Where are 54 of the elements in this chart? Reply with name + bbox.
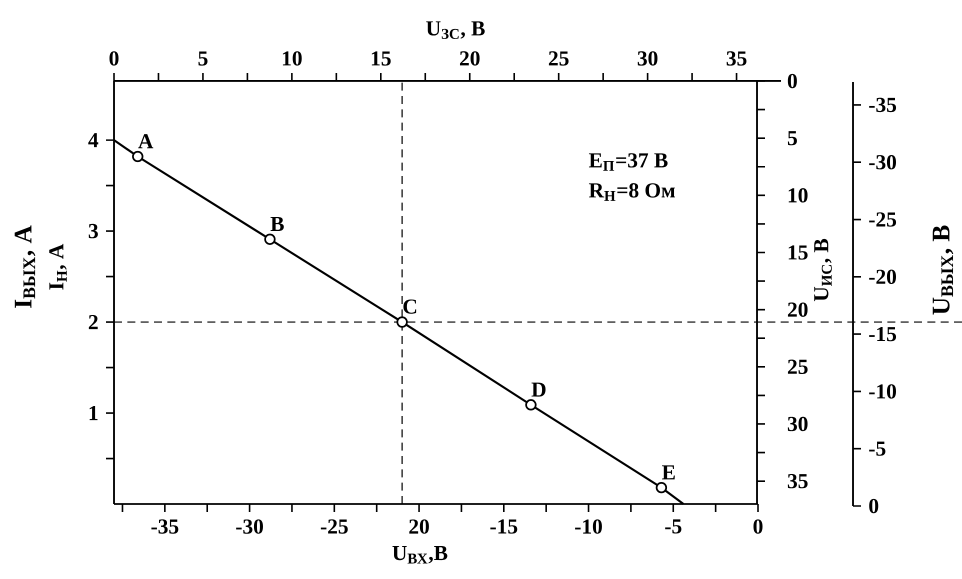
annotation: E <box>662 465 675 480</box>
x-tick-label: -35 <box>151 519 178 534</box>
y2-tick-label: 15 <box>788 245 808 260</box>
x2-tick-label: 30 <box>638 51 658 66</box>
x2-axis-title: U$_{ЗС}$, В <box>426 21 485 39</box>
annotation: C <box>403 299 416 314</box>
x2-tick-label: 5 <box>198 51 208 66</box>
x2-tick-label: 25 <box>548 51 569 66</box>
x2-tick-label: 35 <box>726 51 746 66</box>
y3-axis-title: U$_{ВЫХ}$, В <box>932 225 954 315</box>
y3-tick-label: -30 <box>869 155 896 170</box>
y2-tick-label: 20 <box>788 302 808 317</box>
x-tick-label: -25 <box>320 519 348 534</box>
x-tick-label: -10 <box>575 519 602 534</box>
y2-tick-label: 25 <box>788 360 808 374</box>
x-tick-label: -30 <box>236 519 263 534</box>
x2-tick-label: 15 <box>372 51 391 66</box>
annotation: R$_{Н}$=8 Ом <box>588 183 675 201</box>
x2-tick-label: 0 <box>109 51 119 66</box>
y-tick-label: 4 <box>88 133 98 148</box>
point <box>656 482 668 494</box>
y2-tick-label: 0 <box>788 74 797 88</box>
annotation: E$_{П}$=37 В <box>588 153 668 171</box>
point <box>132 150 144 162</box>
point <box>525 399 537 411</box>
y3-tick-label: -25 <box>869 212 896 227</box>
y-axis-title: I$_{ВЫХ}$, А <box>14 225 36 308</box>
y2-tick-label: 5 <box>788 131 797 146</box>
x-tick-label: -5 <box>665 519 682 534</box>
y3-tick-label: 0 <box>869 498 878 514</box>
y3-tick-label: -35 <box>869 98 896 112</box>
x-tick-label: -15 <box>490 519 518 534</box>
point <box>264 234 276 245</box>
x-axis-title: U$_{ВХ}$,В <box>392 546 448 564</box>
y3-tick-label: -5 <box>869 442 886 456</box>
y2-axis-title: U$_{ИС}$, В <box>814 238 832 302</box>
y-tick-label: 3 <box>88 224 98 238</box>
y2-tick-label: 30 <box>788 416 808 432</box>
x2-tick-label: 20 <box>460 51 480 66</box>
y3-tick-label: -10 <box>869 384 896 399</box>
x2-tick-label: 10 <box>282 51 302 66</box>
y2-tick-label: 10 <box>788 188 808 203</box>
y3-tick-label: -20 <box>869 270 896 284</box>
x-tick-label: 0 <box>753 519 763 534</box>
y-tick-label: 1 <box>90 406 98 420</box>
annotation: A <box>138 134 154 148</box>
y-tick-label: 2 <box>88 315 98 330</box>
annotation: D <box>532 382 546 397</box>
annotation: B <box>270 216 284 232</box>
point <box>396 316 408 328</box>
x-tick-label: 20 <box>409 519 429 534</box>
y2-tick-label: 35 <box>788 474 808 488</box>
text: I$_{Н}$, А <box>49 244 67 290</box>
y3-tick-label: -15 <box>869 326 896 342</box>
